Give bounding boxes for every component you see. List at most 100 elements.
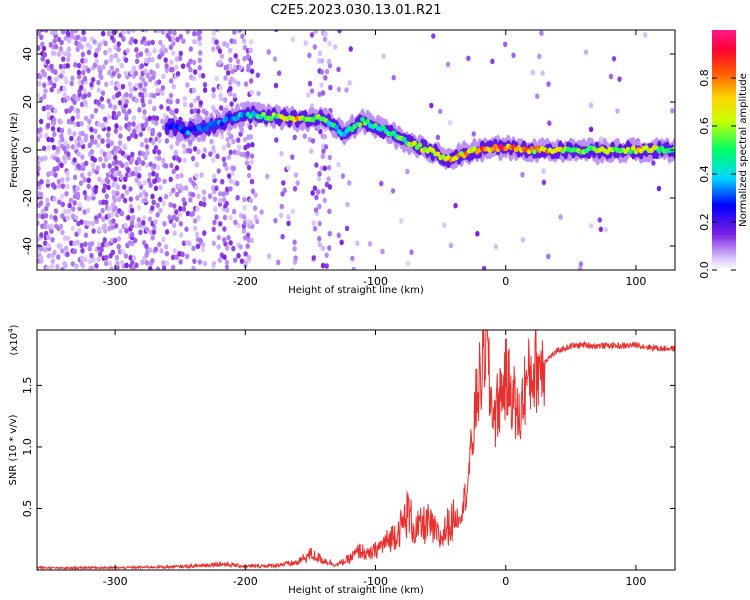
spectrogram-ridge-core	[203, 126, 209, 132]
spectrogram-noise-cell	[218, 191, 223, 197]
spectrogram-noise-cell	[96, 99, 101, 106]
spectrogram-noise-cell	[181, 206, 187, 212]
spectrogram-noise-cell	[232, 92, 237, 99]
spectrogram-noise-cell	[134, 82, 140, 89]
spectrogram-noise-cell	[106, 30, 112, 37]
spectrogram-noise-cell	[245, 243, 250, 249]
spectrogram-noise-cell	[178, 33, 183, 40]
spectrogram-noise-cell	[276, 70, 282, 76]
spectrogram-noise-cell	[50, 263, 55, 270]
spectrogram-noise-cell	[380, 248, 385, 255]
spectrogram-noise-cell	[65, 30, 70, 36]
spectrogram-noise-cell	[204, 110, 209, 117]
spectrogram-noise-cell	[120, 248, 125, 255]
spectrogram-noise-cell	[191, 245, 196, 252]
spectrogram-noise-cell	[69, 240, 74, 246]
spectrogram-noise-cell	[153, 185, 159, 192]
spectrogram-noise-cell	[447, 119, 453, 126]
spectrogram-noise-cell	[109, 266, 114, 270]
spectrogram-noise-cell	[327, 208, 332, 215]
spectrogram-x-tick-label: -100	[363, 275, 388, 288]
spectrogram-noise-cell	[89, 240, 95, 247]
spectrogram-noise-cell	[49, 228, 54, 234]
spectrogram-noise-cell	[144, 137, 149, 144]
spectrogram-noise-cell	[226, 234, 231, 241]
spectrogram-noise-cell	[164, 67, 170, 74]
spectrogram-noise-cell	[109, 54, 114, 60]
spectrogram-noise-cell	[209, 138, 214, 145]
spectrogram-noise-cell	[231, 208, 237, 215]
spectrogram-noise-cell	[217, 257, 223, 264]
spectrogram-noise-cell	[597, 217, 602, 223]
spectrogram-noise-cell	[236, 222, 241, 229]
spectrogram-noise-cell	[313, 207, 319, 213]
spectrogram-noise-cell	[111, 70, 116, 77]
spectrogram-noise-cell	[100, 179, 105, 185]
spectrogram-noise-cell	[157, 131, 162, 138]
spectrogram-noise-cell	[38, 96, 44, 103]
spectrogram-noise-cell	[93, 52, 99, 58]
spectrogram-noise-cell	[221, 144, 227, 151]
spectrogram-noise-cell	[110, 224, 116, 230]
spectrogram-noise-cell	[102, 223, 108, 229]
spectrogram-noise-cell	[336, 232, 341, 239]
spectrogram-noise-cell	[170, 110, 176, 116]
spectrogram-noise-cell	[249, 153, 255, 159]
spectrogram-noise-cell	[60, 248, 65, 254]
spectrogram-noise-cell	[323, 74, 328, 81]
spectrogram-noise-cell	[97, 176, 102, 183]
spectrogram-noise-cell	[188, 197, 193, 203]
spectrogram-noise-cell	[124, 189, 130, 195]
spectrogram-noise-cell	[248, 197, 253, 204]
spectrogram-noise-cell	[38, 126, 43, 133]
spectrogram-noise-cell	[65, 62, 70, 69]
spectrogram-noise-cell	[144, 191, 149, 198]
snr-panel: -300 -200 -100 0 100 0.5 1.0 1.5 Height of str…	[7, 324, 676, 596]
spectrogram-noise-cell	[156, 30, 162, 34]
spectrogram-noise-cell	[72, 131, 77, 137]
spectrogram-noise-cell	[241, 38, 247, 44]
spectrogram-noise-cell	[225, 42, 230, 48]
spectrogram-noise-cell	[144, 144, 150, 150]
spectrogram-noise-cell	[93, 215, 99, 221]
spectrogram-noise-cell	[168, 99, 173, 105]
spectrogram-noise-cell	[169, 162, 174, 169]
spectrogram-noise-cell	[136, 180, 142, 187]
spectrogram-noise-cell	[246, 254, 252, 260]
spectrogram-noise-cell	[307, 80, 313, 87]
spectrogram-noise-cell	[127, 108, 132, 115]
spectrogram-noise-cell	[120, 193, 125, 199]
spectrogram-noise-cell	[116, 41, 122, 47]
spectrogram-noise-cell	[69, 135, 74, 142]
spectrogram-noise-cell	[72, 200, 77, 206]
spectrogram-noise-cell	[121, 30, 126, 35]
spectrogram-ridge-core	[357, 122, 363, 128]
spectrogram-noise-cell	[200, 241, 206, 248]
spectrogram-noise-cell	[178, 205, 183, 212]
spectrogram-noise-cell	[53, 77, 59, 83]
spectrogram-noise-cell	[195, 206, 200, 212]
spectrogram-noise-cell	[174, 108, 179, 114]
spectrogram-noise-cell	[90, 76, 96, 83]
spectrogram-noise-cell	[113, 171, 118, 178]
colorbar: 0.0 0.2 0.4 0.6 0.8 Normalized spectral ampl…	[698, 30, 749, 279]
spectrogram-noise-cell	[115, 190, 120, 197]
spectrogram-noise-cell	[327, 154, 332, 161]
spectrogram-noise-cell	[191, 75, 196, 82]
spectrogram-noise-cell	[211, 173, 217, 180]
spectrogram-noise-cell	[72, 174, 78, 181]
spectrogram-noise-cell	[37, 30, 41, 37]
spectrogram-noise-cell	[106, 98, 111, 104]
spectrogram-noise-cell	[75, 46, 80, 53]
spectrogram-noise-cell	[80, 58, 85, 64]
snr-x-axis-label: Height of straight line (km)	[288, 585, 424, 596]
spectrogram-noise-cell	[49, 137, 55, 143]
spectrogram-noise-cell	[62, 92, 67, 98]
spectrogram-noise-cell	[319, 165, 324, 172]
spectrogram-noise-cell	[150, 127, 156, 134]
spectrogram-noise-cell	[99, 246, 104, 253]
spectrogram-noise-cell	[180, 251, 185, 258]
spectrogram-noise-cell	[157, 137, 162, 144]
spectrogram-noise-cell	[540, 70, 545, 77]
spectrogram-noise-cell	[96, 87, 101, 93]
